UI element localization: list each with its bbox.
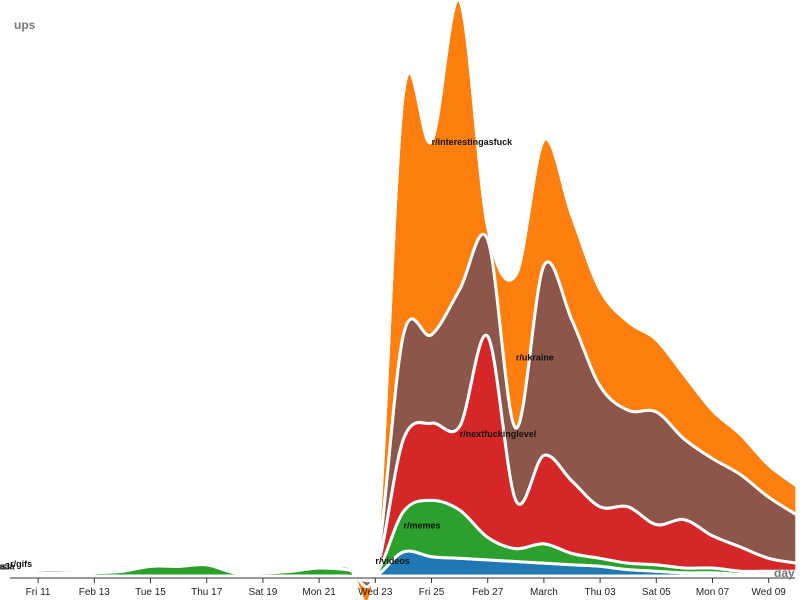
x-tick-label: Fri 11 xyxy=(26,587,51,598)
stream-wes3 xyxy=(8,0,799,600)
stream-layers xyxy=(8,0,799,600)
x-tick-label: Feb 13 xyxy=(79,587,111,598)
stream-label-gifs: r/gifs xyxy=(10,559,32,569)
x-tick-label: Thu 17 xyxy=(191,587,223,598)
x-tick-label: Sat 05 xyxy=(642,587,671,598)
stream-label-wes3: r/wes3 xyxy=(0,562,10,572)
x-tick-label: Fri 25 xyxy=(419,587,445,598)
x-tick-label: Wed 23 xyxy=(358,587,393,598)
x-axis-ticks: Fri 11 Feb 13 Tue 15 Thu 17 Sat 19 Mon 21 Wed … xyxy=(26,578,787,598)
x-axis-label: day xyxy=(774,566,795,580)
stream-label-russia: r/russia xyxy=(0,562,16,572)
y-axis-label: ups xyxy=(14,18,36,32)
x-tick-label: Sat 19 xyxy=(248,587,277,598)
stream-label-ukraine: r/ukraine xyxy=(516,352,554,362)
stream-label-interestingasfuck: r/interestingasfuck xyxy=(432,137,514,147)
stream-label-memes: r/memes xyxy=(404,521,441,531)
stream-label-videos: r/videos xyxy=(375,556,410,566)
x-tick-label: Wed 09 xyxy=(752,587,787,598)
x-tick-label: March xyxy=(530,587,558,598)
x-tick-label: Mon 07 xyxy=(696,587,730,598)
x-tick-label: Mon 21 xyxy=(302,587,336,598)
stream-labels: r/videos r/memes r/nextfuckinglevel r/ukrai… xyxy=(0,137,554,572)
x-axis: Fri 11 Feb 13 Tue 15 Thu 17 Sat 19 Mon 21 Wed … xyxy=(10,577,795,598)
x-tick-label: Thu 03 xyxy=(585,587,617,598)
x-tick-label: Feb 27 xyxy=(472,587,504,598)
x-tick-label: Tue 15 xyxy=(135,587,166,598)
stream-label-nextfuckinglevel: r/nextfuckinglevel xyxy=(460,429,537,439)
